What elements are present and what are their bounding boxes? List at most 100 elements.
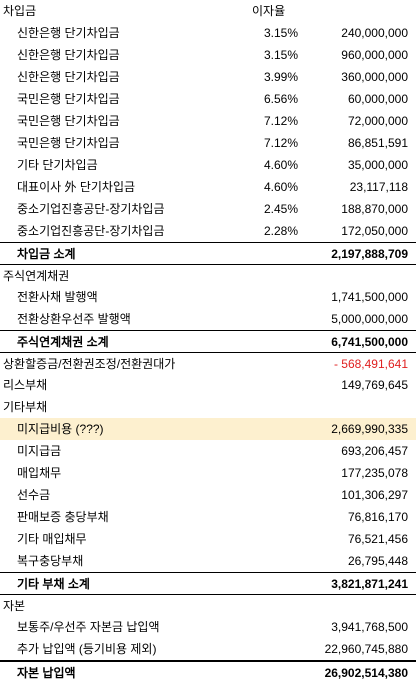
table-row[interactable]: 전환사채 발행액 1,741,500,000 [0,286,416,308]
table-row[interactable]: 선수금 101,306,297 [0,484,416,506]
row-amount: 26,795,448 [347,554,408,568]
lease-row[interactable]: 리스부채 149,769,645 [0,374,416,396]
table-row[interactable]: 국민은행 단기차입금 7.12% 72,000,000 [0,110,416,132]
row-label: 미지급금 [17,444,62,458]
subtotal-label: 차입금 소계 [17,247,76,261]
table-row[interactable]: 추가 납입액 (등기비용 제외) 22,960,745,880 [0,638,416,660]
row-label: 국민은행 단기차입금 [17,92,120,106]
table-row[interactable]: 국민은행 단기차입금 7.12% 86,851,591 [0,132,416,154]
row-amount: 76,521,456 [347,532,408,546]
row-label: 판매보증 충당부채 [17,510,109,524]
row-amount: 101,306,297 [341,488,408,502]
section-row-other-liabilities[interactable]: 기타부채 [0,396,416,418]
row-amount: 86,851,591 [347,136,408,150]
row-rate: 2.28% [264,224,299,238]
row-amount: 149,769,645 [341,378,408,392]
row-amount: 72,000,000 [347,114,408,128]
row-rate: 3.15% [264,48,299,62]
row-rate: 3.99% [264,70,299,84]
row-label: 기타 매입채무 [17,532,87,546]
subtotal-amount: 2,197,888,709 [331,247,408,261]
table-row[interactable]: 기타 매입채무 76,521,456 [0,528,416,550]
table-row[interactable]: 신한은행 단기차입금 3.99% 360,000,000 [0,66,416,88]
capital-total-row[interactable]: 자본 납입액 26,902,514,380 [0,660,416,682]
row-label: 복구충당부채 [17,554,84,568]
row-label: 매입채무 [17,466,62,480]
row-amount: 2,669,990,335 [331,422,408,436]
row-amount-negative: - 568,491,641 [333,357,408,371]
row-amount: 1,741,500,000 [331,290,408,304]
section-title-capital: 자본 [3,599,26,613]
row-amount: 3,941,768,500 [331,620,408,634]
adjustment-row[interactable]: 상환할증금/전환권조정/전환권대가 - 568,491,641 [0,352,416,374]
row-amount: 177,235,078 [341,466,408,480]
row-label: 미지급비용 (???) [17,422,104,436]
row-amount: 960,000,000 [341,48,408,62]
table-row[interactable]: 신한은행 단기차입금 3.15% 240,000,000 [0,22,416,44]
row-label: 신한은행 단기차입금 [17,70,120,84]
subtotal-amount: 3,821,871,241 [331,577,408,591]
row-amount: 5,000,000,000 [331,312,408,326]
table-row[interactable]: 대표이사 外 단기차입금 4.60% 23,117,118 [0,176,416,198]
row-label: 보통주/우선주 자본금 납입액 [17,620,160,634]
row-amount: 76,816,170 [347,510,408,524]
row-amount: 22,960,745,880 [324,642,408,656]
row-rate: 7.12% [264,114,299,128]
row-label: 전환사채 발행액 [17,290,98,304]
row-amount: 693,206,457 [341,444,408,458]
table-row[interactable]: 중소기업진흥공단-장기차입금 2.28% 172,050,000 [0,220,416,242]
section-row-equity-linked[interactable]: 주식연계채권 [0,264,416,286]
subtotal-label: 주식연계채권 소계 [17,335,109,349]
table-row[interactable]: 중소기업진흥공단-장기차입금 2.45% 188,870,000 [0,198,416,220]
row-amount: 360,000,000 [341,70,408,84]
rate-column-header: 이자율 [252,4,286,18]
row-label: 선수금 [17,488,51,502]
row-amount: 240,000,000 [341,26,408,40]
row-label: 국민은행 단기차입금 [17,114,120,128]
other-liabilities-subtotal-row[interactable]: 기타 부채 소계 3,821,871,241 [0,572,416,594]
row-label: 중소기업진흥공단-장기차입금 [17,224,165,238]
row-label: 대표이사 外 단기차입금 [17,180,136,194]
row-label: 상환할증금/전환권조정/전환권대가 [3,357,176,371]
row-label: 전환상환우선주 발행액 [17,312,131,326]
subtotal-label: 기타 부채 소계 [17,577,90,591]
table-row[interactable]: 복구충당부채 26,795,448 [0,550,416,572]
section-title-borrowings: 차입금 [3,4,37,18]
table-row[interactable]: 미지급금 693,206,457 [0,440,416,462]
total-label: 자본 납입액 [17,666,76,680]
row-rate: 3.15% [264,26,299,40]
table-row[interactable]: 전환상환우선주 발행액 5,000,000,000 [0,308,416,330]
row-rate: 6.56% [264,92,299,106]
row-rate: 7.12% [264,136,299,150]
row-label: 기타 단기차입금 [17,158,98,172]
row-amount: 23,117,118 [349,180,408,194]
section-title-other-liabilities: 기타부채 [3,400,48,414]
row-amount: 172,050,000 [341,224,408,238]
row-amount: 60,000,000 [347,92,408,106]
row-amount: 35,000,000 [347,158,408,172]
table-row[interactable]: 신한은행 단기차입금 3.15% 960,000,000 [0,44,416,66]
borrowings-subtotal-row[interactable]: 차입금 소계 2,197,888,709 [0,242,416,264]
section-title-equity-linked: 주식연계채권 [3,269,70,283]
table-row[interactable]: 기타 단기차입금 4.60% 35,000,000 [0,154,416,176]
table-row-highlighted[interactable]: 미지급비용 (???) 2,669,990,335 [0,418,416,440]
equity-linked-subtotal-row[interactable]: 주식연계채권 소계 6,741,500,000 [0,330,416,352]
table-row[interactable]: 보통주/우선주 자본금 납입액 3,941,768,500 [0,616,416,638]
row-rate: 4.60% [264,180,299,194]
section-row-capital[interactable]: 자본 [0,594,416,616]
row-label: 중소기업진흥공단-장기차입금 [17,202,165,216]
row-rate: 4.60% [264,158,299,172]
row-amount: 188,870,000 [341,202,408,216]
subtotal-amount: 6,741,500,000 [331,335,408,349]
row-rate: 2.45% [264,202,299,216]
total-amount: 26,902,514,380 [324,666,408,680]
table-row[interactable]: 판매보증 충당부채 76,816,170 [0,506,416,528]
row-label: 추가 납입액 (등기비용 제외) [17,642,157,656]
header-row: 차입금 이자율 [0,0,416,22]
row-label: 신한은행 단기차입금 [17,26,120,40]
row-label: 신한은행 단기차입금 [17,48,120,62]
table-row[interactable]: 국민은행 단기차입금 6.56% 60,000,000 [0,88,416,110]
row-label: 리스부채 [3,378,48,392]
table-row[interactable]: 매입채무 177,235,078 [0,462,416,484]
